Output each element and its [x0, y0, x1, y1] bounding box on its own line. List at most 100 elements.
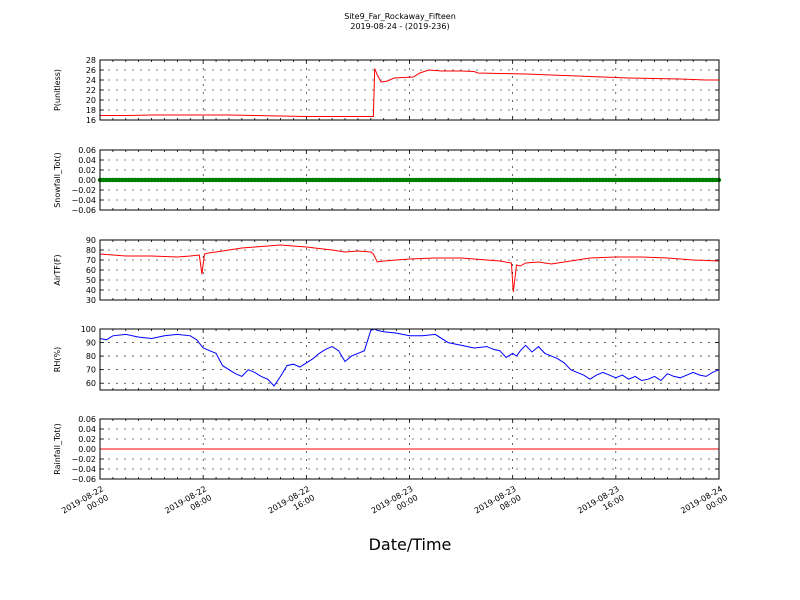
series-point — [681, 177, 686, 183]
series-point — [375, 177, 380, 183]
series-point — [378, 177, 383, 183]
series-point — [126, 177, 132, 183]
series-point — [310, 177, 315, 183]
series-point — [339, 177, 344, 183]
y-tick-label: 24 — [86, 76, 96, 85]
series-point — [362, 177, 367, 183]
series-point — [200, 177, 206, 183]
panel-5: −0.06−0.04−0.020.000.020.040.06 Rainfall_… — [53, 415, 720, 484]
panel-5-y-label: Rainfall_Tot() — [53, 423, 62, 475]
series-point — [313, 177, 319, 183]
series-point — [326, 177, 332, 183]
series-point — [510, 177, 515, 183]
series-point — [397, 177, 403, 183]
y-tick-label: 0.00 — [78, 176, 96, 185]
series-point — [668, 177, 673, 183]
series-point — [197, 177, 203, 183]
series-point — [429, 177, 435, 183]
series-point — [368, 177, 374, 183]
series-point — [107, 177, 112, 183]
panel-4-grid — [100, 329, 719, 390]
series-point — [249, 177, 254, 183]
series-point — [252, 177, 257, 183]
panel-3-series-line — [99, 244, 720, 293]
series-point — [258, 177, 264, 183]
series-point — [620, 177, 625, 183]
y-tick-label: −0.06 — [71, 206, 96, 215]
panel-2: −0.06−0.04−0.020.000.020.040.06 Snowfall_… — [53, 146, 722, 215]
series-point — [333, 177, 338, 183]
series-point — [462, 177, 467, 183]
series-point — [458, 177, 464, 183]
y-tick-label: 28 — [86, 56, 96, 65]
panel-3-grid — [100, 240, 719, 300]
series-point — [484, 177, 490, 183]
series-point — [507, 177, 512, 183]
series-point — [291, 177, 296, 183]
series-point — [113, 177, 119, 183]
series-point — [574, 177, 580, 183]
series-point — [465, 177, 470, 183]
series-point — [146, 177, 151, 183]
y-tick-label: 0.00 — [78, 445, 96, 454]
series-point — [539, 177, 544, 183]
y-tick-label: 0.04 — [78, 425, 96, 434]
series-point — [349, 177, 354, 183]
series-point — [707, 177, 712, 183]
series-point — [516, 177, 522, 183]
series-point — [439, 177, 444, 183]
y-tick-label: 100 — [81, 325, 96, 334]
series-point — [642, 177, 648, 183]
series-point — [481, 177, 486, 183]
series-point — [133, 177, 138, 183]
series-point — [284, 177, 290, 183]
series-point — [661, 177, 667, 183]
series-point — [155, 177, 161, 183]
series-point — [491, 177, 496, 183]
y-tick-label: 40 — [86, 286, 96, 295]
series-point — [317, 177, 322, 183]
series-point — [387, 177, 393, 183]
panel-3-y-label: AirTF(F) — [53, 254, 62, 285]
panel-5-grid — [100, 419, 719, 479]
series-point — [365, 177, 370, 183]
series-point — [523, 177, 528, 183]
y-tick-label: 90 — [86, 339, 96, 348]
y-tick-label: 18 — [86, 106, 96, 115]
series-point — [639, 177, 644, 183]
series-point — [371, 177, 377, 183]
series-point — [655, 177, 660, 183]
y-tick-label: 0.02 — [78, 435, 96, 444]
series-point — [268, 177, 274, 183]
series-point — [220, 177, 225, 183]
series-point — [181, 177, 187, 183]
series-point — [168, 177, 174, 183]
panel-1-grid — [100, 60, 719, 120]
series-point — [671, 177, 677, 183]
series-point — [581, 177, 586, 183]
series-point — [665, 177, 670, 183]
series-point — [213, 177, 219, 183]
series-point — [358, 177, 364, 183]
series-point — [697, 177, 702, 183]
series-point — [594, 177, 599, 183]
series-point — [542, 177, 548, 183]
series-point — [394, 177, 399, 183]
series-point — [355, 177, 361, 183]
series-point — [255, 177, 261, 183]
series-point — [584, 177, 590, 183]
panel-4: 60 70 80 90 100 RH(%) — [53, 325, 720, 391]
y-tick-label: −0.02 — [71, 455, 96, 464]
panel-1-y-label: P(unitless) — [53, 69, 62, 111]
y-tick-label: 26 — [86, 66, 96, 75]
series-point — [658, 177, 664, 183]
panel-5-frame — [99, 418, 720, 480]
series-point — [455, 177, 461, 183]
series-point — [120, 177, 125, 183]
figure-title-line2: 2019-08-24 - (2019-236) — [350, 22, 449, 31]
series-point — [426, 177, 432, 183]
series-point — [494, 177, 499, 183]
